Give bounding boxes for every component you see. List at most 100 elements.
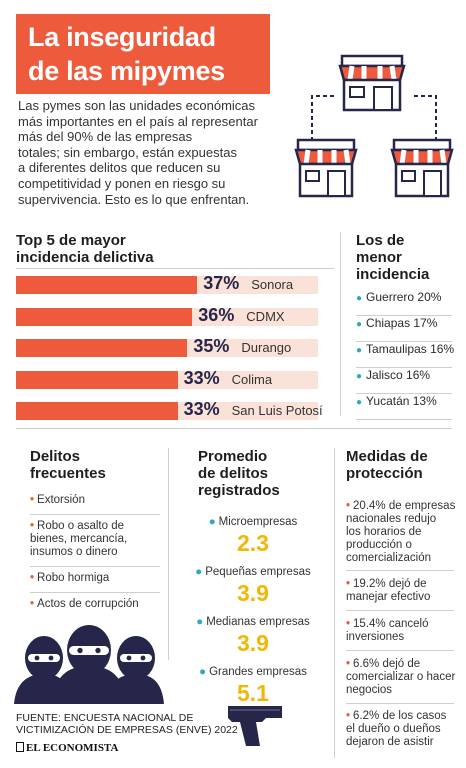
bullet-dot-icon: ● — [199, 666, 207, 678]
title-line-1: La inseguridad — [28, 22, 216, 52]
bar-value-label: 35% — [193, 336, 230, 356]
medida-item: • 20.4% de empresas nacionales redujo los… — [346, 500, 458, 565]
bullet-dot-icon: • — [346, 500, 351, 512]
intro-line: totales; sin embargo, están expuestas — [18, 144, 237, 160]
promedio-label: ● Microempresas — [208, 516, 298, 528]
column-divider — [168, 448, 169, 660]
intro-line: supervivencia. Esto es lo que enfrentan. — [18, 191, 250, 207]
bar-category-label: Durango — [241, 340, 292, 355]
bar-row-san-luis-potos-: 33% San Luis Potosí — [16, 399, 323, 422]
delitos-title: Delitos frecuentes — [30, 448, 106, 482]
medida-divider — [346, 703, 454, 704]
brand-logo: EL ECONOMISTA — [16, 742, 118, 754]
source-line: VICTIMIZACIÓN DE EMPRESAS (ENVE) 2022 — [16, 724, 238, 736]
title-banner: La inseguridad de las mipymes — [16, 14, 270, 94]
bullet-dot-icon: ● — [356, 319, 363, 330]
bar-row-sonora: 37% Sonora — [16, 273, 318, 296]
top5-title-line: incidencia delictiva — [16, 249, 154, 266]
medida-line: dejaron de asistir — [346, 736, 434, 748]
medida-line: • 15.4% canceló — [346, 618, 429, 630]
store-network-icon — [294, 54, 454, 198]
brand-name: EL ECONOMISTA — [26, 742, 119, 754]
medida-line: • 6.2% de los casos — [346, 710, 447, 722]
delito-item: • Actos de corrupción — [30, 598, 160, 611]
intro-line: a diferentes delitos que reducen su — [18, 160, 221, 176]
bar-category-label: CDMX — [246, 308, 285, 324]
low-incidence-label: Yucatán 13% — [366, 394, 437, 408]
bullet-dot-icon: • — [346, 618, 351, 630]
delito-divider — [30, 566, 160, 567]
bullet-dot-icon: • — [30, 520, 35, 532]
top5-title: Top 5 de mayor incidencia delictiva — [16, 232, 154, 266]
bar-row-cdmx: 36% CDMX — [16, 304, 318, 328]
intro-line: competitividad y ponen en riesgo su — [18, 175, 226, 191]
low-incidence-item: ● Jalisco 16% — [356, 368, 452, 394]
low-title-line: menor — [356, 249, 402, 266]
delito-divider — [30, 592, 160, 593]
medida-divider — [346, 570, 454, 571]
bar-value-label: 37% — [203, 273, 240, 293]
delito-line: bienes, mercancía, — [30, 533, 128, 545]
delito-line: • Actos de corrupción — [30, 598, 139, 610]
logo-mark-icon — [16, 742, 24, 752]
column-divider — [334, 448, 335, 758]
medida-line: comercialización — [346, 552, 432, 564]
bar-value-label: 33% — [183, 367, 220, 388]
low-incidence-title: Los de menor incidencia — [356, 232, 429, 283]
promedio-title: Promedio de delitos registrados — [198, 448, 280, 499]
promedio-value: 2.3 — [237, 530, 269, 556]
bar-category-label: Colima — [231, 371, 273, 387]
intro-line: Las pymes son las unidades económicas — [18, 98, 256, 113]
delito-line: • Extorsión — [30, 494, 85, 506]
bullet-dot-icon: • — [30, 572, 35, 584]
low-title-line: incidencia — [356, 266, 430, 283]
medida-item: • 15.4% canceló inversiones — [346, 618, 458, 644]
bar-row-durango: 35% Durango — [16, 336, 318, 359]
promedio-title-line: registrados — [198, 482, 280, 499]
bullet-dot-icon: ● — [356, 293, 363, 304]
medida-item: • 6.6% dejó de comercializar o hacer nego… — [346, 658, 458, 697]
thieves-illustration — [14, 625, 164, 704]
low-incidence-item: ● Guerrero 20% — [356, 290, 452, 316]
bullet-dot-icon: ● — [196, 616, 204, 628]
bar — [16, 276, 198, 294]
bar — [16, 307, 193, 326]
low-incidence-label: Chiapas 17% — [366, 316, 438, 330]
medida-line: negocios — [346, 684, 393, 696]
intro-line: más importantes en el país al representa… — [18, 113, 258, 129]
medida-line: el dueño o dueños — [346, 723, 441, 735]
medida-line: manejar efectivo — [346, 591, 431, 603]
promedio-value: 3.9 — [237, 630, 269, 656]
bar-category-label: Sonora — [251, 277, 294, 292]
column-divider — [340, 232, 341, 416]
bar — [16, 402, 178, 420]
medida-line: nacionales redujo — [346, 513, 437, 525]
low-incidence-label: Tamaulipas 16% — [366, 342, 455, 356]
low-incidence-item: ● Tamaulipas 16% — [356, 342, 455, 368]
bullet-dot-icon: ● — [356, 397, 363, 408]
handgun-icon — [228, 706, 282, 746]
top5-divider — [16, 268, 334, 269]
promedio-label: ● Grandes empresas — [199, 666, 307, 678]
delito-line: • Robo hormiga — [30, 572, 110, 584]
delito-line: • Robo o asalto de — [30, 520, 124, 532]
title-line-2: de las mipymes — [28, 56, 225, 86]
bullet-dot-icon: ● — [356, 345, 363, 356]
medidas-title-line: protección — [346, 465, 423, 482]
medida-divider — [346, 650, 454, 651]
promedio-label: ● Pequeñas empresas — [195, 566, 311, 578]
delito-divider — [30, 514, 160, 515]
medidas-title: Medidas de protección — [346, 448, 428, 482]
promedio-label: ● Medianas empresas — [196, 616, 310, 628]
low-incidence-item: ● Chiapas 17% — [356, 316, 452, 342]
bar-value-label: 36% — [198, 304, 235, 325]
section-divider — [16, 428, 452, 429]
bullet-dot-icon: • — [346, 658, 351, 670]
delito-line: insumos o dinero — [30, 546, 118, 558]
source-line: FUENTE: ENCUESTA NACIONAL DE — [16, 712, 194, 724]
bar-category-label: San Luis Potosí — [231, 403, 323, 418]
intro-line: más del 90% de las empresas — [18, 129, 193, 145]
medida-divider — [346, 610, 454, 611]
medidas-title-line: Medidas de — [346, 448, 428, 465]
delitos-title-line: frecuentes — [30, 465, 106, 482]
